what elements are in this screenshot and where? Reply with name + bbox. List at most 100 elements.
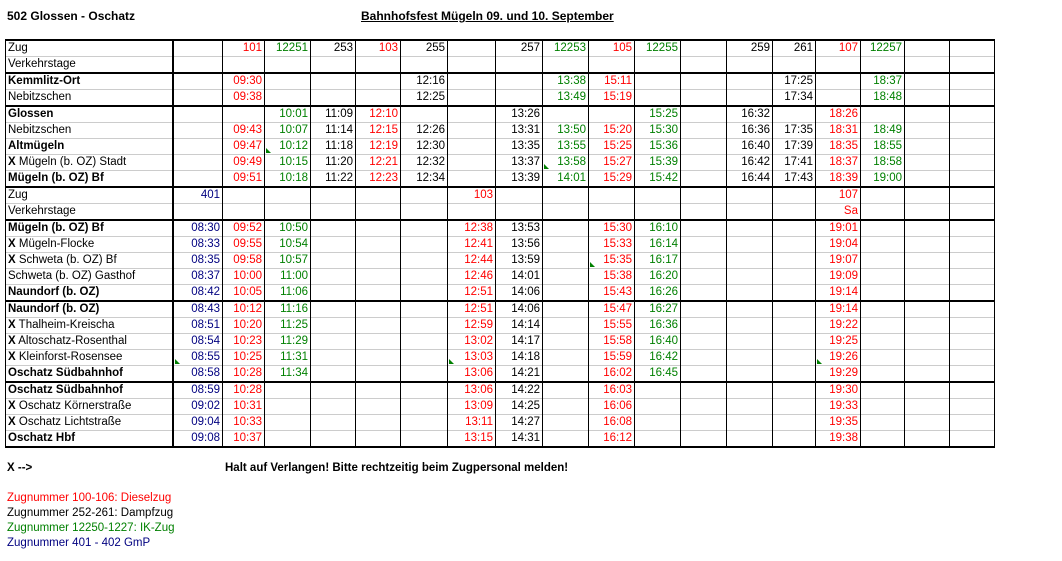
time-cell xyxy=(726,236,773,253)
time-cell xyxy=(173,170,223,187)
time-cell xyxy=(310,56,356,73)
time-cell: 401 xyxy=(173,186,223,204)
time-cell xyxy=(355,414,401,431)
time-cell xyxy=(400,398,448,415)
station-label: Zug xyxy=(5,186,173,204)
time-cell: 16:36 xyxy=(634,317,681,334)
time-cell xyxy=(726,398,773,415)
time-cell: 19:14 xyxy=(815,300,861,318)
time-cell xyxy=(904,56,950,73)
time-cell: 11:29 xyxy=(264,333,311,350)
station-label: Glossen xyxy=(5,105,173,123)
time-cell xyxy=(542,219,589,237)
time-cell: 12253 xyxy=(542,39,589,57)
time-cell xyxy=(680,154,727,171)
station-label: Naundorf (b. OZ) xyxy=(5,284,173,301)
time-cell xyxy=(726,203,773,220)
time-cell xyxy=(904,300,950,318)
time-cell: 16:20 xyxy=(634,268,681,285)
time-cell xyxy=(726,381,773,399)
time-cell: 18:58 xyxy=(860,154,905,171)
time-cell: 09:58 xyxy=(222,252,265,269)
time-cell xyxy=(772,430,816,448)
time-cell: 11:14 xyxy=(310,122,356,139)
table-row: Oschatz Südbahnhof 08:58 10:28 11:34 13:06 14… xyxy=(5,365,995,382)
time-cell xyxy=(355,252,401,269)
time-cell xyxy=(355,333,401,350)
time-cell xyxy=(772,203,816,220)
time-cell xyxy=(949,365,995,382)
station-name: Zug xyxy=(8,189,28,201)
time-cell: 08:54 xyxy=(173,333,223,350)
time-cell: 14:14 xyxy=(495,317,543,334)
time-cell: 19:07 xyxy=(815,252,861,269)
time-cell xyxy=(904,268,950,285)
time-cell: 16:36 xyxy=(726,122,773,139)
time-cell: 16:10 xyxy=(634,219,681,237)
time-cell: 10:15 xyxy=(264,154,311,171)
time-cell: 15:43 xyxy=(588,284,635,301)
time-cell: 16:02 xyxy=(588,365,635,382)
time-cell xyxy=(173,39,223,57)
time-cell: 19:14 xyxy=(815,284,861,301)
time-cell xyxy=(495,72,543,90)
request-stop-marker: X xyxy=(8,238,16,250)
table-row: Altmügeln 09:47 10:12 11:18 12:19 12:30 13:35 1… xyxy=(5,138,995,155)
time-cell xyxy=(588,105,635,123)
time-cell xyxy=(588,186,635,204)
table-row: Naundorf (b. OZ) 08:43 10:12 11:16 12:51 14:0… xyxy=(5,300,995,318)
time-cell xyxy=(310,186,356,204)
time-cell xyxy=(310,349,356,366)
time-cell: 14:25 xyxy=(495,398,543,415)
time-cell: 12:10 xyxy=(355,105,401,123)
time-cell xyxy=(860,398,905,415)
time-cell: 107 xyxy=(815,186,861,204)
time-cell xyxy=(860,284,905,301)
time-cell xyxy=(355,56,401,73)
time-cell: 09:04 xyxy=(173,414,223,431)
time-cell xyxy=(355,300,401,318)
time-cell xyxy=(904,89,950,106)
time-cell: 14:06 xyxy=(495,300,543,318)
time-cell: 15:33 xyxy=(588,236,635,253)
time-cell xyxy=(772,349,816,366)
time-cell xyxy=(634,414,681,431)
time-cell: 08:42 xyxy=(173,284,223,301)
station-name: Oschatz Südbahnhof xyxy=(8,367,123,379)
time-cell xyxy=(726,72,773,90)
time-cell xyxy=(173,203,223,220)
time-cell xyxy=(726,430,773,448)
time-cell xyxy=(310,317,356,334)
time-cell: 10:07 xyxy=(264,122,311,139)
time-cell: 15:36 xyxy=(634,138,681,155)
time-cell xyxy=(772,268,816,285)
time-cell: 09:51 xyxy=(222,170,265,187)
time-cell: 09:08 xyxy=(173,430,223,448)
time-cell xyxy=(860,381,905,399)
time-cell xyxy=(949,300,995,318)
time-cell xyxy=(355,317,401,334)
station-label: X Kleinforst-Rosensee xyxy=(5,349,173,366)
station-name: Verkehrstage xyxy=(8,58,76,70)
x-marker-note: X --> xyxy=(7,462,33,474)
time-cell xyxy=(542,398,589,415)
time-cell: 10:20 xyxy=(222,317,265,334)
time-cell xyxy=(400,203,448,220)
time-cell: 17:39 xyxy=(772,138,816,155)
station-label: X Oschatz Lichtstraße xyxy=(5,414,173,431)
event-title: Bahnhofsfest Mügeln 09. und 10. Septembe… xyxy=(361,9,614,23)
time-cell: 18:37 xyxy=(815,154,861,171)
time-cell xyxy=(815,89,861,106)
time-cell: 08:55 xyxy=(173,349,223,366)
station-label: Oschatz Südbahnhof xyxy=(5,365,173,382)
time-cell xyxy=(310,89,356,106)
time-cell xyxy=(400,414,448,431)
time-cell xyxy=(264,186,311,204)
station-label: X Thalheim-Kreischa xyxy=(5,317,173,334)
request-stop-marker: X xyxy=(8,254,16,266)
time-cell xyxy=(949,236,995,253)
time-cell: 14:01 xyxy=(495,268,543,285)
time-cell xyxy=(355,236,401,253)
time-cell: 10:57 xyxy=(264,252,311,269)
legend-diesel: Zugnummer 100-106: Dieselzug xyxy=(7,492,172,504)
